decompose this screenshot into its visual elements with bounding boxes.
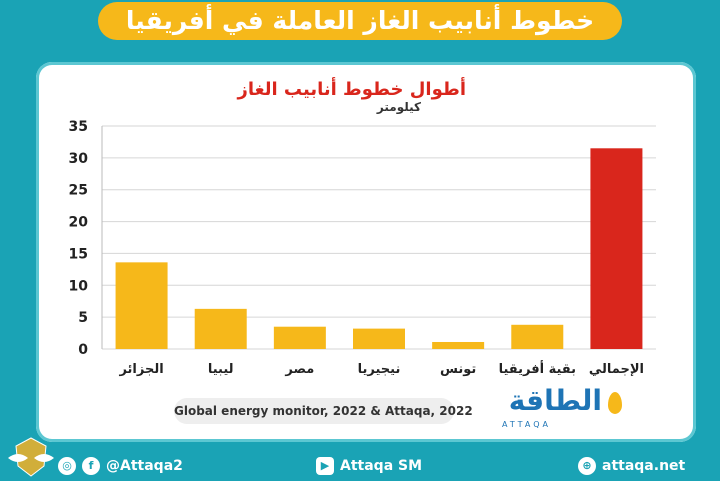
bar [590,148,643,349]
footer-youtube[interactable]: ▶ Attaqa SM [316,450,422,481]
y-tick-label: 25 [69,183,88,199]
social-handle[interactable]: @Attaqa2 [106,457,183,474]
footer-website[interactable]: ⊕ attaqa.net [578,450,685,481]
bar [353,328,405,349]
attaqa-logo: الطاقة ATTAQA [492,384,622,434]
bar [511,324,564,349]
chart-card: أطوال خطوط أنابيب الغاز كيلومتر 0 5 10 15 20… [36,62,696,442]
y-tick-label: 0 [78,342,88,358]
youtube-handle[interactable]: Attaqa SM [340,457,423,474]
footer-social[interactable]: ◎ f @Attaqa2 [58,450,183,481]
x-tick-label: مصر [284,362,314,377]
y-tick-label: 35 [69,119,88,135]
logo-latin-text: ATTAQA [502,420,551,429]
y-tick-label: 15 [69,246,88,262]
bar [432,341,485,349]
x-tick-label: ليبيا [208,362,234,377]
logo-drop-icon [608,392,622,414]
x-tick-label: الإجمالي [589,362,644,377]
bar [115,262,168,349]
chart-unit-label: كيلومتر [376,100,421,114]
footer-bar: ◎ f @Attaqa2 ▶ Attaqa SM ⊕ attaqa.net [0,450,720,481]
banner-title: خطوط أنابيب الغاز العاملة في أفريقيا [125,6,595,35]
bar [273,326,326,349]
emblem-icon [8,437,54,477]
globe-icon[interactable]: ⊕ [578,456,596,475]
x-tick-label: الجزائر [118,362,163,377]
x-tick-label: نيجيريا [358,362,401,377]
source-note: Global energy monitor, 2022 & Attaqa, 20… [174,398,473,424]
y-tick-label: 20 [69,215,89,231]
logo-arabic-text: الطاقة [508,384,602,417]
chart-title: أطوال خطوط أنابيب الغاز [237,79,466,100]
facebook-icon[interactable]: f [82,456,100,475]
y-tick-label: 30 [69,151,89,167]
bar [194,308,247,349]
bar-chart: 0 5 10 15 20 25 30 35 الجزائر ليبيا مصر نيجيريا تونس… [69,119,656,377]
youtube-icon[interactable]: ▶ [316,456,334,475]
x-tick-label: بقية أفريقيا [499,360,576,377]
x-tick-label: تونس [440,362,476,377]
website-link[interactable]: attaqa.net [602,457,686,474]
y-tick-label: 5 [78,310,88,326]
y-tick-label: 10 [69,278,89,294]
instagram-icon[interactable]: ◎ [58,456,76,475]
page-banner: خطوط أنابيب الغاز العاملة في أفريقيا [98,2,622,40]
